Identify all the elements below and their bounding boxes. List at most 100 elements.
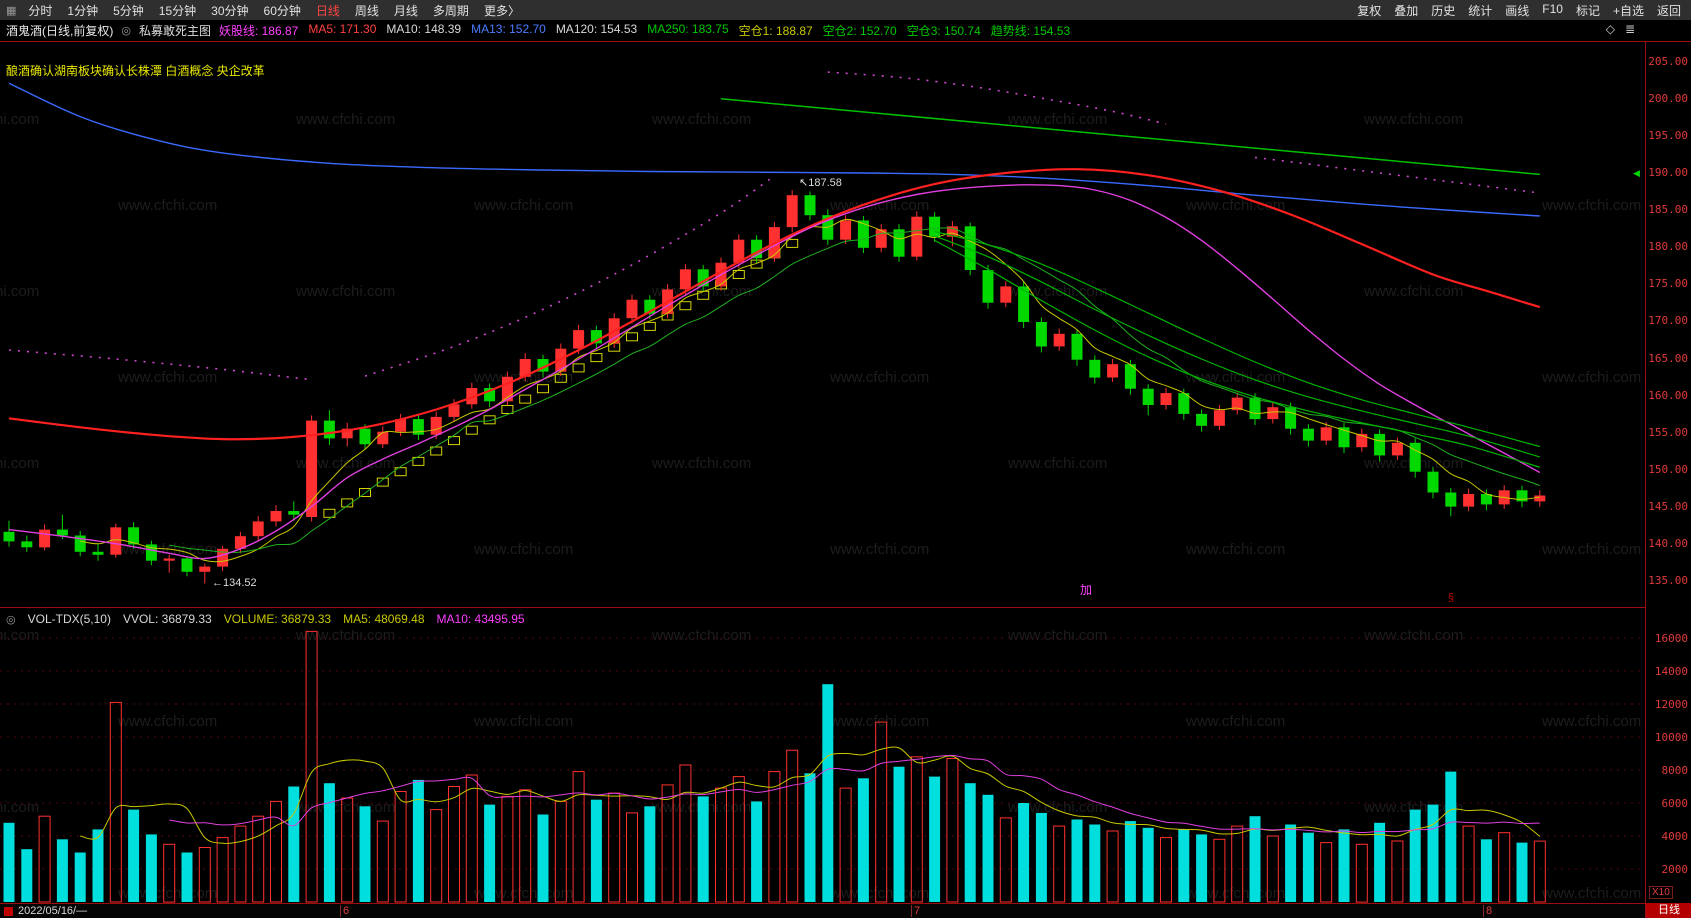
volume-bar bbox=[1089, 824, 1101, 902]
candle-body bbox=[145, 544, 157, 561]
svg-text:www.cfchi.com: www.cfchi.com bbox=[0, 799, 39, 816]
candle-body bbox=[395, 419, 407, 432]
menu-item-7[interactable]: 周线 bbox=[354, 3, 379, 18]
indicator-toggle-icon[interactable]: ◎ bbox=[121, 25, 131, 37]
volume-bar bbox=[572, 771, 585, 903]
svg-text:www.cfchi.com: www.cfchi.com bbox=[295, 455, 395, 472]
candle-body bbox=[1302, 428, 1314, 441]
menu-lines-icon[interactable]: ≣ bbox=[1624, 22, 1635, 36]
volume-indicator-value: VOL-TDX(5,10) bbox=[27, 612, 111, 626]
volume-bar bbox=[1445, 771, 1457, 902]
action-item-2[interactable]: 历史 bbox=[1431, 3, 1456, 18]
volume-axis-label: 12000 bbox=[1654, 698, 1688, 711]
trend-ladder bbox=[323, 238, 799, 518]
volume-bar bbox=[857, 778, 869, 903]
volume-toggle-icon[interactable]: ◎ bbox=[6, 613, 16, 626]
green-fan-line bbox=[934, 230, 1540, 448]
price-axis-label: 145.00 bbox=[1648, 499, 1688, 513]
svg-text:www.cfchi.com: www.cfchi.com bbox=[651, 455, 751, 472]
svg-text:www.cfchi.com: www.cfchi.com bbox=[829, 713, 929, 730]
low-price-annotation: ←134.52 bbox=[212, 577, 257, 589]
candles-group[interactable] bbox=[3, 190, 1546, 584]
candle-body bbox=[1018, 286, 1030, 322]
price-axis-label: 155.00 bbox=[1648, 425, 1688, 439]
volume-pane-header: ◎ VOL-TDX(5,10) VVOL: 36879.33 VOLUME: 3687… bbox=[0, 607, 1645, 630]
volume-bar bbox=[804, 773, 816, 902]
volume-bars-group[interactable] bbox=[3, 630, 1546, 903]
menu-item-6[interactable]: 日线 bbox=[315, 3, 340, 18]
candle-body bbox=[1320, 427, 1332, 441]
svg-text:www.cfchi.com: www.cfchi.com bbox=[473, 713, 573, 730]
volume-bar bbox=[56, 839, 68, 902]
action-item-1[interactable]: 叠加 bbox=[1394, 3, 1419, 18]
timeline-bar: 2022/05/16/— 6 7 8 bbox=[0, 903, 1645, 918]
action-item-3[interactable]: 统计 bbox=[1468, 3, 1493, 18]
candle-body bbox=[1178, 393, 1190, 414]
action-item-5[interactable]: F10 bbox=[1542, 1, 1563, 16]
menu-item-9[interactable]: 多周期 bbox=[432, 3, 469, 18]
volume-bar bbox=[3, 822, 15, 902]
svg-text:www.cfchi.com: www.cfchi.com bbox=[829, 885, 929, 902]
volume-bar bbox=[519, 789, 532, 903]
price-ma-lines bbox=[80, 218, 1540, 563]
top-green-line bbox=[720, 98, 1540, 176]
svg-text:www.cfchi.com: www.cfchi.com bbox=[1007, 799, 1107, 816]
volume-bar bbox=[822, 684, 834, 902]
candle-body bbox=[1089, 359, 1101, 378]
price-axis-label: 160.00 bbox=[1648, 388, 1688, 402]
volume-bar bbox=[1427, 804, 1439, 902]
menu-item-4[interactable]: 30分钟 bbox=[211, 3, 249, 18]
candle-body bbox=[484, 388, 496, 402]
volume-bar bbox=[38, 815, 51, 903]
candle-body bbox=[946, 226, 958, 237]
price-axis-label: 185.00 bbox=[1648, 203, 1688, 217]
action-item-0[interactable]: 复权 bbox=[1357, 3, 1382, 18]
volume-indicator-value: VVOL: 36879.33 bbox=[122, 612, 212, 626]
volume-bar bbox=[786, 749, 799, 903]
watermark-layer: www.cfchi.com www.cfchi.com www.cfchi.com w… bbox=[0, 111, 1641, 902]
candle-body bbox=[92, 551, 104, 555]
svg-text:www.cfchi.com: www.cfchi.com bbox=[1007, 111, 1107, 128]
volume-bar bbox=[198, 847, 211, 903]
volume-bar bbox=[608, 792, 621, 903]
candle-body bbox=[128, 527, 140, 545]
action-item-8[interactable]: 返回 bbox=[1656, 3, 1681, 18]
volume-bar bbox=[1142, 827, 1154, 903]
red-trend-line bbox=[8, 168, 1541, 441]
volume-bar bbox=[163, 843, 176, 903]
volume-bar bbox=[644, 806, 656, 902]
volume-bar bbox=[181, 852, 193, 902]
menu-item-1[interactable]: 1分钟 bbox=[67, 3, 99, 18]
menu-item-0[interactable]: 分时 bbox=[28, 3, 53, 18]
dotted-trail bbox=[8, 349, 312, 381]
svg-text:www.cfchi.com: www.cfchi.com bbox=[0, 283, 39, 300]
menu-item-8[interactable]: 月线 bbox=[393, 3, 418, 18]
volume-bar bbox=[982, 794, 994, 903]
menu-item-5[interactable]: 60分钟 bbox=[263, 3, 301, 18]
candle-body bbox=[1409, 442, 1421, 472]
menu-item-3[interactable]: 15分钟 bbox=[158, 3, 197, 18]
indicator-value: MA5: 171.30 bbox=[308, 22, 377, 36]
menu-item-10[interactable]: 更多〉 bbox=[483, 3, 520, 18]
volume-bar bbox=[448, 786, 460, 903]
svg-text:www.cfchi.com: www.cfchi.com bbox=[651, 111, 751, 128]
diamond-icon[interactable]: ◇ bbox=[1605, 22, 1615, 36]
action-item-4[interactable]: 画线 bbox=[1505, 3, 1530, 18]
menu-item-2[interactable]: 5分钟 bbox=[113, 3, 144, 18]
indicator-value: 趋势线: 154.53 bbox=[990, 24, 1071, 38]
volume-bar bbox=[74, 852, 86, 902]
volume-bar bbox=[1409, 809, 1421, 902]
candle-body bbox=[252, 521, 264, 537]
svg-text:www.cfchi.com: www.cfchi.com bbox=[1185, 369, 1285, 386]
svg-text:www.cfchi.com: www.cfchi.com bbox=[1541, 369, 1641, 386]
action-item-6[interactable]: 标记 bbox=[1575, 3, 1600, 18]
action-item-7[interactable]: +自选 bbox=[1612, 3, 1644, 18]
period-button[interactable]: 日线 bbox=[1646, 903, 1691, 918]
svg-text:www.cfchi.com: www.cfchi.com bbox=[1185, 541, 1285, 558]
volume-bar bbox=[359, 806, 371, 902]
blue-ma-line bbox=[8, 82, 1540, 217]
candle-body bbox=[163, 558, 175, 561]
candle-body bbox=[1213, 410, 1225, 426]
buy-signal-annotation: 加 bbox=[1080, 583, 1093, 597]
